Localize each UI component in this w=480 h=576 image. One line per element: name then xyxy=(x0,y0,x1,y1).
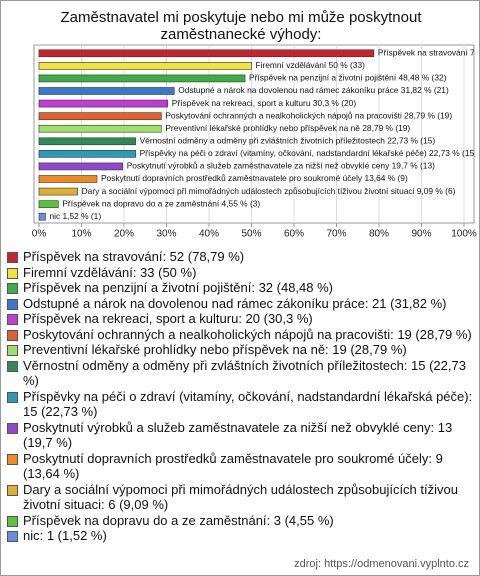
bar-label: Poskytnutí dopravních prostředků zaměstn… xyxy=(101,173,408,183)
bar-label: Dary a sociální výpomoci při mimořádných… xyxy=(82,186,456,196)
x-axis: 0% 10% 20% 30% 40% 50% 60% 70% 80% 90% 100% xyxy=(32,223,477,240)
legend-label: Poskytnutí dopravních prostředků zaměstn… xyxy=(23,450,443,482)
bar-label: Poskytnutí výrobků a služeb zaměstnavate… xyxy=(127,161,435,171)
bar xyxy=(38,162,124,171)
legend-item: Odstupné a nárok na dovolenou nad rámec … xyxy=(7,296,473,312)
legend-swatch xyxy=(7,298,18,310)
legend-swatch xyxy=(7,422,18,434)
bar xyxy=(38,150,136,158)
legend-item: Věrnostní odměny a odměny při zvláštních… xyxy=(7,358,473,389)
x-tick-label: 10% xyxy=(71,229,91,240)
legend-label: Dary a sociální výpomoci při mimořádných… xyxy=(23,481,458,513)
source: zdroj: https://odmenovani.vyplnto.cz xyxy=(294,558,469,570)
legend-swatch xyxy=(7,329,18,341)
x-tick-label: 0% xyxy=(32,229,47,240)
legend-label: Preventivní lékařské prohlídky nebo přís… xyxy=(23,342,407,357)
bar xyxy=(38,175,98,183)
x-tick-label: 20% xyxy=(114,229,134,240)
legend-item: Poskytnutí dopravních prostředků zaměstn… xyxy=(7,451,473,482)
bar-label: Věrnostní odměny a odměny při zvláštních… xyxy=(140,136,436,146)
bar-label: Poskytování ochranných a nealkoholických… xyxy=(165,110,452,120)
bar xyxy=(38,49,375,58)
x-tick-label: 30% xyxy=(156,229,176,240)
legend-label: Poskytnutí výrobků a služeb zaměstnavate… xyxy=(23,419,453,451)
legend-label: Příspěvek na penzijní a životní pojištěn… xyxy=(23,280,334,295)
grid xyxy=(38,45,465,223)
legend-item: Preventivní lékařské prohlídky nebo přís… xyxy=(7,342,473,358)
bar-label: Příspěvek na rekreaci, sport a kulturu 3… xyxy=(172,98,357,108)
legend: Příspěvek na stravování: 52 (78,79 %) Fir… xyxy=(7,249,473,544)
legend-item: Příspěvek na penzijní a životní pojištěn… xyxy=(7,280,473,296)
plot: Příspěvek na stravování 78,79 % (52) Fire… xyxy=(32,44,479,240)
x-tick-label: 60% xyxy=(284,229,304,240)
bars: Příspěvek na stravování 78,79 % (52) Fire… xyxy=(38,48,479,221)
legend-swatch xyxy=(7,283,18,294)
x-tick-label: 50% xyxy=(241,229,261,240)
bar xyxy=(38,74,246,83)
legend-item: Příspěvek na dopravu do a ze zaměstnání:… xyxy=(7,513,473,529)
legend-swatch xyxy=(7,360,18,372)
x-tick-label: 40% xyxy=(199,229,219,240)
legend-label: Věrnostní odměny a odměny při zvláštních… xyxy=(23,357,466,389)
legend-swatch xyxy=(7,252,18,263)
bar xyxy=(38,112,162,120)
legend-swatch xyxy=(7,453,18,465)
legend-item: Poskytování ochranných a nealkoholických… xyxy=(7,327,473,343)
bar-label: nic 1,52 % (1) xyxy=(49,211,101,221)
legend-label: Příspěvky na péči o zdraví (vitamíny, oč… xyxy=(23,388,473,420)
legend-item: Příspěvky na péči o zdraví (vitamíny, oč… xyxy=(7,389,473,420)
x-tick-label: 80% xyxy=(369,229,389,240)
legend-item: Příspěvek na rekreaci, sport a kulturu: … xyxy=(7,311,473,327)
legend-swatch xyxy=(7,515,18,527)
legend-swatch xyxy=(7,267,18,279)
legend-label: nic: 1 (1,52 %) xyxy=(23,528,107,543)
x-tick-label: 90% xyxy=(411,229,431,240)
bar xyxy=(38,124,162,133)
chart-title: Zaměstnavatel mi poskytuje nebo mi může … xyxy=(60,9,422,43)
legend-label: Poskytování ochranných a nealkoholických… xyxy=(23,326,472,342)
bar xyxy=(38,187,78,196)
legend-item: Poskytnutí výrobků a služeb zaměstnavate… xyxy=(7,420,473,451)
legend-label: Příspěvek na stravování: 52 (78,79 %) xyxy=(23,249,245,264)
bar xyxy=(38,87,175,95)
legend-item: Dary a sociální výpomoci při mimořádných… xyxy=(7,482,473,513)
legend-item: Firemní vzdělávání: 33 (50 %) xyxy=(7,265,473,281)
x-tick-label: 100% xyxy=(451,229,477,240)
legend-item: nic: 1 (1,52 %) xyxy=(7,528,473,544)
bar-label: Preventivní lékařské prohlídky nebo přís… xyxy=(165,123,410,133)
bar-label: Příspěvek na penzijní a životní pojištěn… xyxy=(249,73,447,83)
bar-label: Příspěvek na dopravu do a ze zaměstnání … xyxy=(62,198,260,208)
legend-item: Příspěvek na stravování: 52 (78,79 %) xyxy=(7,249,473,265)
legend-swatch xyxy=(7,314,18,325)
legend-label: Příspěvek na dopravu do a ze zaměstnání:… xyxy=(23,512,334,528)
bar xyxy=(38,62,252,70)
legend-swatch xyxy=(7,531,18,542)
bar-label: Příspěvky na péči o zdraví (vitamíny, oč… xyxy=(140,148,478,158)
bar xyxy=(38,212,46,221)
x-tick-label: 70% xyxy=(326,229,346,240)
bar xyxy=(38,99,169,108)
legend-label: Odstupné a nárok na dovolenou nad rámec … xyxy=(23,295,447,311)
bar xyxy=(38,137,136,146)
bar-label: Příspěvek na stravování 78,79 % (52) xyxy=(378,48,479,58)
bar-label: Odstupné a nárok na dovolenou nad rámec … xyxy=(178,85,449,95)
bar-label: Firemní vzdělávání 50 % (33) xyxy=(256,60,366,70)
legend-swatch xyxy=(7,484,18,496)
legend-swatch xyxy=(7,391,18,403)
legend-label: Firemní vzdělávání: 33 (50 %) xyxy=(23,264,197,280)
legend-swatch xyxy=(7,345,18,356)
legend-label: Příspěvek na rekreaci, sport a kulturu: … xyxy=(23,311,313,326)
bar xyxy=(38,200,59,208)
